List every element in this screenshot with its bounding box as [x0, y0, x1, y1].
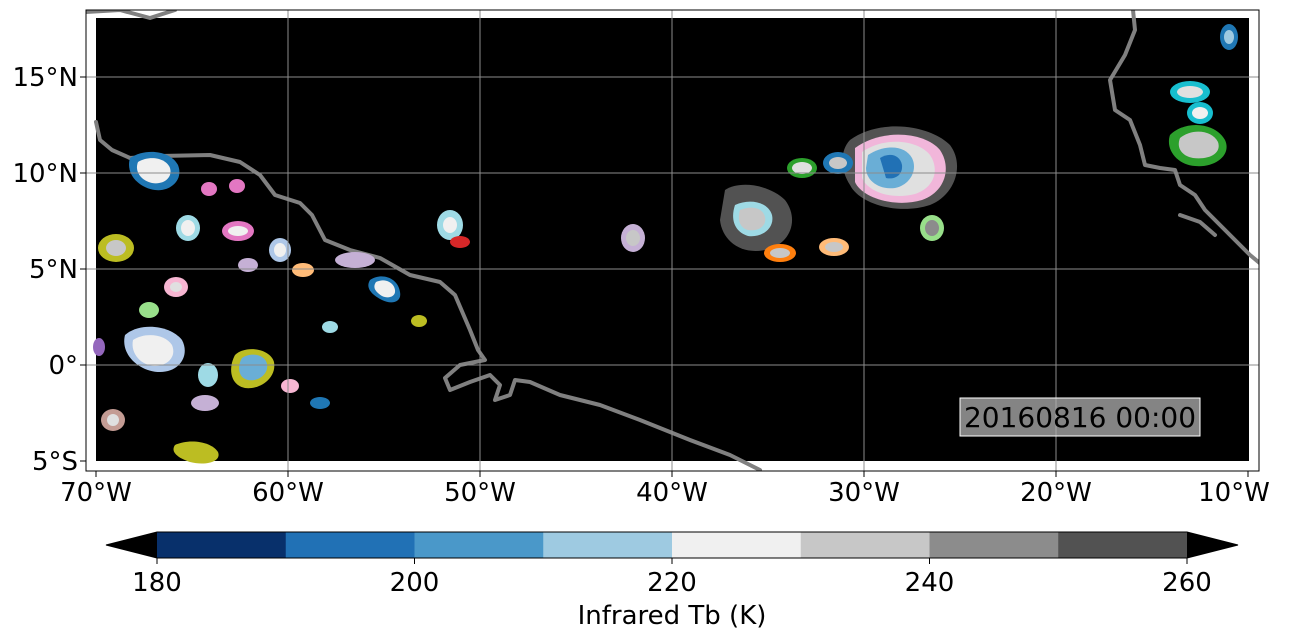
lat-tick-label: 0°: [48, 351, 78, 381]
lat-tick-label: 5°N: [29, 255, 78, 285]
timestamp-box: [959, 397, 1201, 437]
lat-tick-label: 10°N: [12, 159, 78, 189]
colorbar-high-extend: [1187, 532, 1238, 558]
colorbar-tick-label: 220: [647, 568, 697, 598]
colorbar-tick-label: 240: [905, 568, 955, 598]
colorbar-segment: [543, 532, 673, 558]
colorbar-segment: [672, 532, 802, 558]
colorbar-segment: [1058, 532, 1188, 558]
lon-tick-label: 40°W: [636, 478, 708, 508]
lon-tick-label: 10°W: [1198, 478, 1270, 508]
lon-tick-label: 50°W: [444, 478, 516, 508]
coastline-africa: [1108, 10, 1259, 266]
gridlines: [86, 10, 1259, 471]
latitude-labels: 15°N 10°N 5°N 0° 5°S: [12, 63, 78, 477]
lon-tick-label: 30°W: [828, 478, 900, 508]
colorbar-low-extend: [106, 532, 157, 558]
timestamp-label: 20160816 00:00: [964, 401, 1196, 434]
coastline-africa-inner: [1178, 213, 1217, 237]
coastline-layer: [86, 10, 1259, 471]
lon-tick-label: 20°W: [1020, 478, 1092, 508]
lat-tick-label: 5°S: [32, 447, 78, 477]
colorbar: 180 200 220 240 260 Infrared Tb (K): [105, 531, 1239, 631]
colorbar-segment: [929, 532, 1059, 558]
coastline-south-america: [94, 120, 762, 471]
colorbar-tick-label: 200: [390, 568, 440, 598]
lon-tick-label: 70°W: [60, 478, 132, 508]
colorbar-segment: [157, 532, 287, 558]
lat-tick-label: 15°N: [12, 63, 78, 93]
map-content: 20160816 00:00: [86, 10, 1259, 471]
colorbar-tick-label: 260: [1162, 568, 1212, 598]
colorbar-segment: [800, 532, 930, 558]
colorbar-tick-label: 180: [132, 568, 182, 598]
cloud-cluster-layer: [93, 24, 1238, 464]
longitude-labels: 70°W 60°W 50°W 40°W 30°W 20°W 10°W: [60, 478, 1270, 508]
axis-tick-marks: [80, 76, 1249, 477]
coastline-north: [86, 10, 177, 20]
colorbar-label: Infrared Tb (K): [578, 601, 767, 631]
colorbar-tick-marks: [156, 558, 1188, 564]
colorbar-segment: [285, 532, 415, 558]
colorbar-segment: [414, 532, 544, 558]
lon-tick-label: 60°W: [252, 478, 324, 508]
